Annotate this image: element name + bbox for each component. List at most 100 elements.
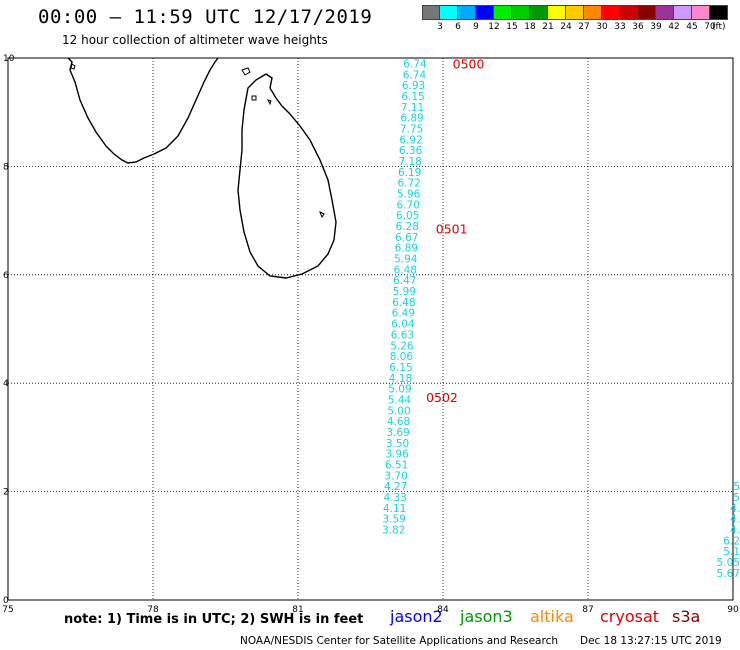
map-title: 00:00 – 11:59 UTC 12/17/2019 [38, 6, 373, 28]
wave-height-value: 7.18 [398, 156, 421, 168]
satellite-legend-jason2: jason2 [390, 607, 443, 626]
wave-height-value: 6.74 [403, 69, 427, 81]
wave-height-value: 6.48 [394, 264, 417, 276]
satellite-legend-altika: altika [530, 607, 574, 626]
y-tick-label: 8 [3, 162, 9, 172]
wave-height-value: 6.72 [397, 178, 420, 190]
color-scale-label: 70 [704, 22, 716, 32]
wave-height-value: 6.36 [399, 145, 423, 157]
wave-height-value-edge: 5 [733, 481, 740, 493]
lat-lon-grid [7, 57, 734, 601]
wave-height-value-edge: 4. [730, 514, 740, 526]
wave-height-value: 6.51 [385, 460, 408, 472]
wave-height-value-edge: 5 [733, 492, 740, 504]
map-frame [7, 57, 734, 601]
wave-height-value: 6.63 [391, 329, 414, 341]
footer-note: note: 1) Time is in UTC; 2) SWH is in fe… [64, 612, 364, 627]
y-tick-label: 2 [3, 488, 9, 498]
x-tick-label: 78 [147, 605, 159, 615]
x-tick-label: 81 [292, 605, 303, 615]
wave-height-value-edge: 5.05 [717, 557, 740, 569]
color-scale-cell [422, 5, 440, 20]
color-scale-cell [476, 5, 494, 20]
color-scale-label: 39 [650, 22, 662, 32]
color-scale-label: 33 [614, 22, 626, 32]
wave-height-value: 6.49 [392, 308, 415, 320]
color-scale-cell [692, 5, 710, 20]
y-tick-label: 6 [3, 271, 9, 281]
wave-height-value: 4.27 [384, 481, 407, 493]
color-scale-label: 3 [437, 22, 443, 32]
wave-height-value: 5.09 [388, 384, 411, 396]
color-scale-cell [458, 5, 476, 20]
color-scale-cell [638, 5, 656, 20]
wave-height-value: 3.59 [382, 514, 405, 526]
coastline-india [67, 57, 219, 164]
track-time-label: 0500 [453, 56, 485, 71]
wave-height-value: 7.75 [400, 123, 423, 135]
color-scale-unit: (ft) [712, 22, 726, 32]
wave-height-value: 4.33 [383, 492, 406, 504]
color-scale-cell [530, 5, 548, 20]
y-tick-label: 0 [3, 596, 9, 606]
wave-height-value-edge: 4. [730, 525, 740, 537]
altimeter-track-jason2: 6.746.746.936.157.116.897.756.926.367.18… [382, 58, 427, 536]
y-tick-label: 4 [3, 379, 9, 389]
y-tick-label: 10 [3, 54, 15, 64]
wave-height-value: 6.92 [399, 134, 422, 146]
wave-height-value: 6.47 [393, 275, 416, 287]
x-tick-label: 84 [437, 605, 449, 615]
wave-height-value: 6.28 [396, 221, 419, 233]
wave-height-value: 5.44 [388, 394, 412, 406]
color-scale-cell [584, 5, 602, 20]
color-scale-cell [494, 5, 512, 20]
wave-height-value-edge: 5.67 [717, 568, 740, 580]
track-time-label: 0501 [436, 222, 468, 237]
color-scale-label: 24 [560, 22, 572, 32]
wave-height-value: 6.19 [398, 167, 421, 179]
wave-height-value: 6.04 [391, 319, 415, 331]
footer-credit: NOAA/NESDIS Center for Satellite Applica… [240, 635, 558, 647]
color-scale-cell [440, 5, 458, 20]
wave-height-value-edge: 5.1 [723, 546, 740, 558]
wave-height-value: 7.11 [401, 102, 424, 114]
footer-timestamp: Dec 18 13:27:15 UTC 2019 [580, 635, 722, 647]
wave-height-value: 6.74 [403, 58, 427, 70]
color-scale-label: 9 [473, 22, 479, 32]
wave-height-value: 5.00 [387, 405, 410, 417]
color-scale-cell [602, 5, 620, 20]
color-scale-label: 27 [578, 22, 590, 32]
track-time-label: 0502 [426, 390, 458, 405]
color-scale-bar [422, 5, 728, 20]
satellite-legend-cryosat: cryosat [600, 607, 660, 626]
x-tick-label: 75 [2, 605, 13, 615]
color-scale-cell [656, 5, 674, 20]
coastline-sri-lanka [237, 67, 337, 279]
wave-height-value: 6.48 [392, 297, 415, 309]
wave-height-value: 6.05 [396, 210, 419, 222]
color-scale-label: 15 [506, 22, 518, 32]
color-scale-cell [566, 5, 584, 20]
wave-height-value: 6.70 [397, 199, 420, 211]
wave-height-value: 6.89 [400, 113, 423, 125]
wave-height-value: 3.96 [385, 449, 409, 461]
map-subtitle: 12 hour collection of altimeter wave hei… [62, 33, 328, 47]
color-scale-label: 6 [455, 22, 461, 32]
wave-height-value: 8.06 [390, 351, 414, 363]
wave-height-value: 6.67 [395, 232, 418, 244]
wave-height-value: 3.70 [384, 470, 407, 482]
wave-height-value: 4.18 [389, 373, 412, 385]
altimeter-track-edge: 554.4.4.6.25.15.055.67 [717, 481, 740, 580]
wave-height-value: 3.69 [386, 427, 409, 439]
wave-height-value: 6.93 [402, 80, 425, 92]
color-scale-cell [710, 5, 728, 20]
wave-height-value: 6.15 [401, 91, 424, 103]
wave-height-value: 5.94 [394, 254, 418, 266]
x-tick-label: 90 [727, 605, 739, 615]
color-scale-cell [548, 5, 566, 20]
color-scale-label: 30 [596, 22, 608, 32]
wave-height-value: 3.50 [386, 438, 409, 450]
color-scale-cell [620, 5, 638, 20]
color-scale-label: 36 [632, 22, 644, 32]
